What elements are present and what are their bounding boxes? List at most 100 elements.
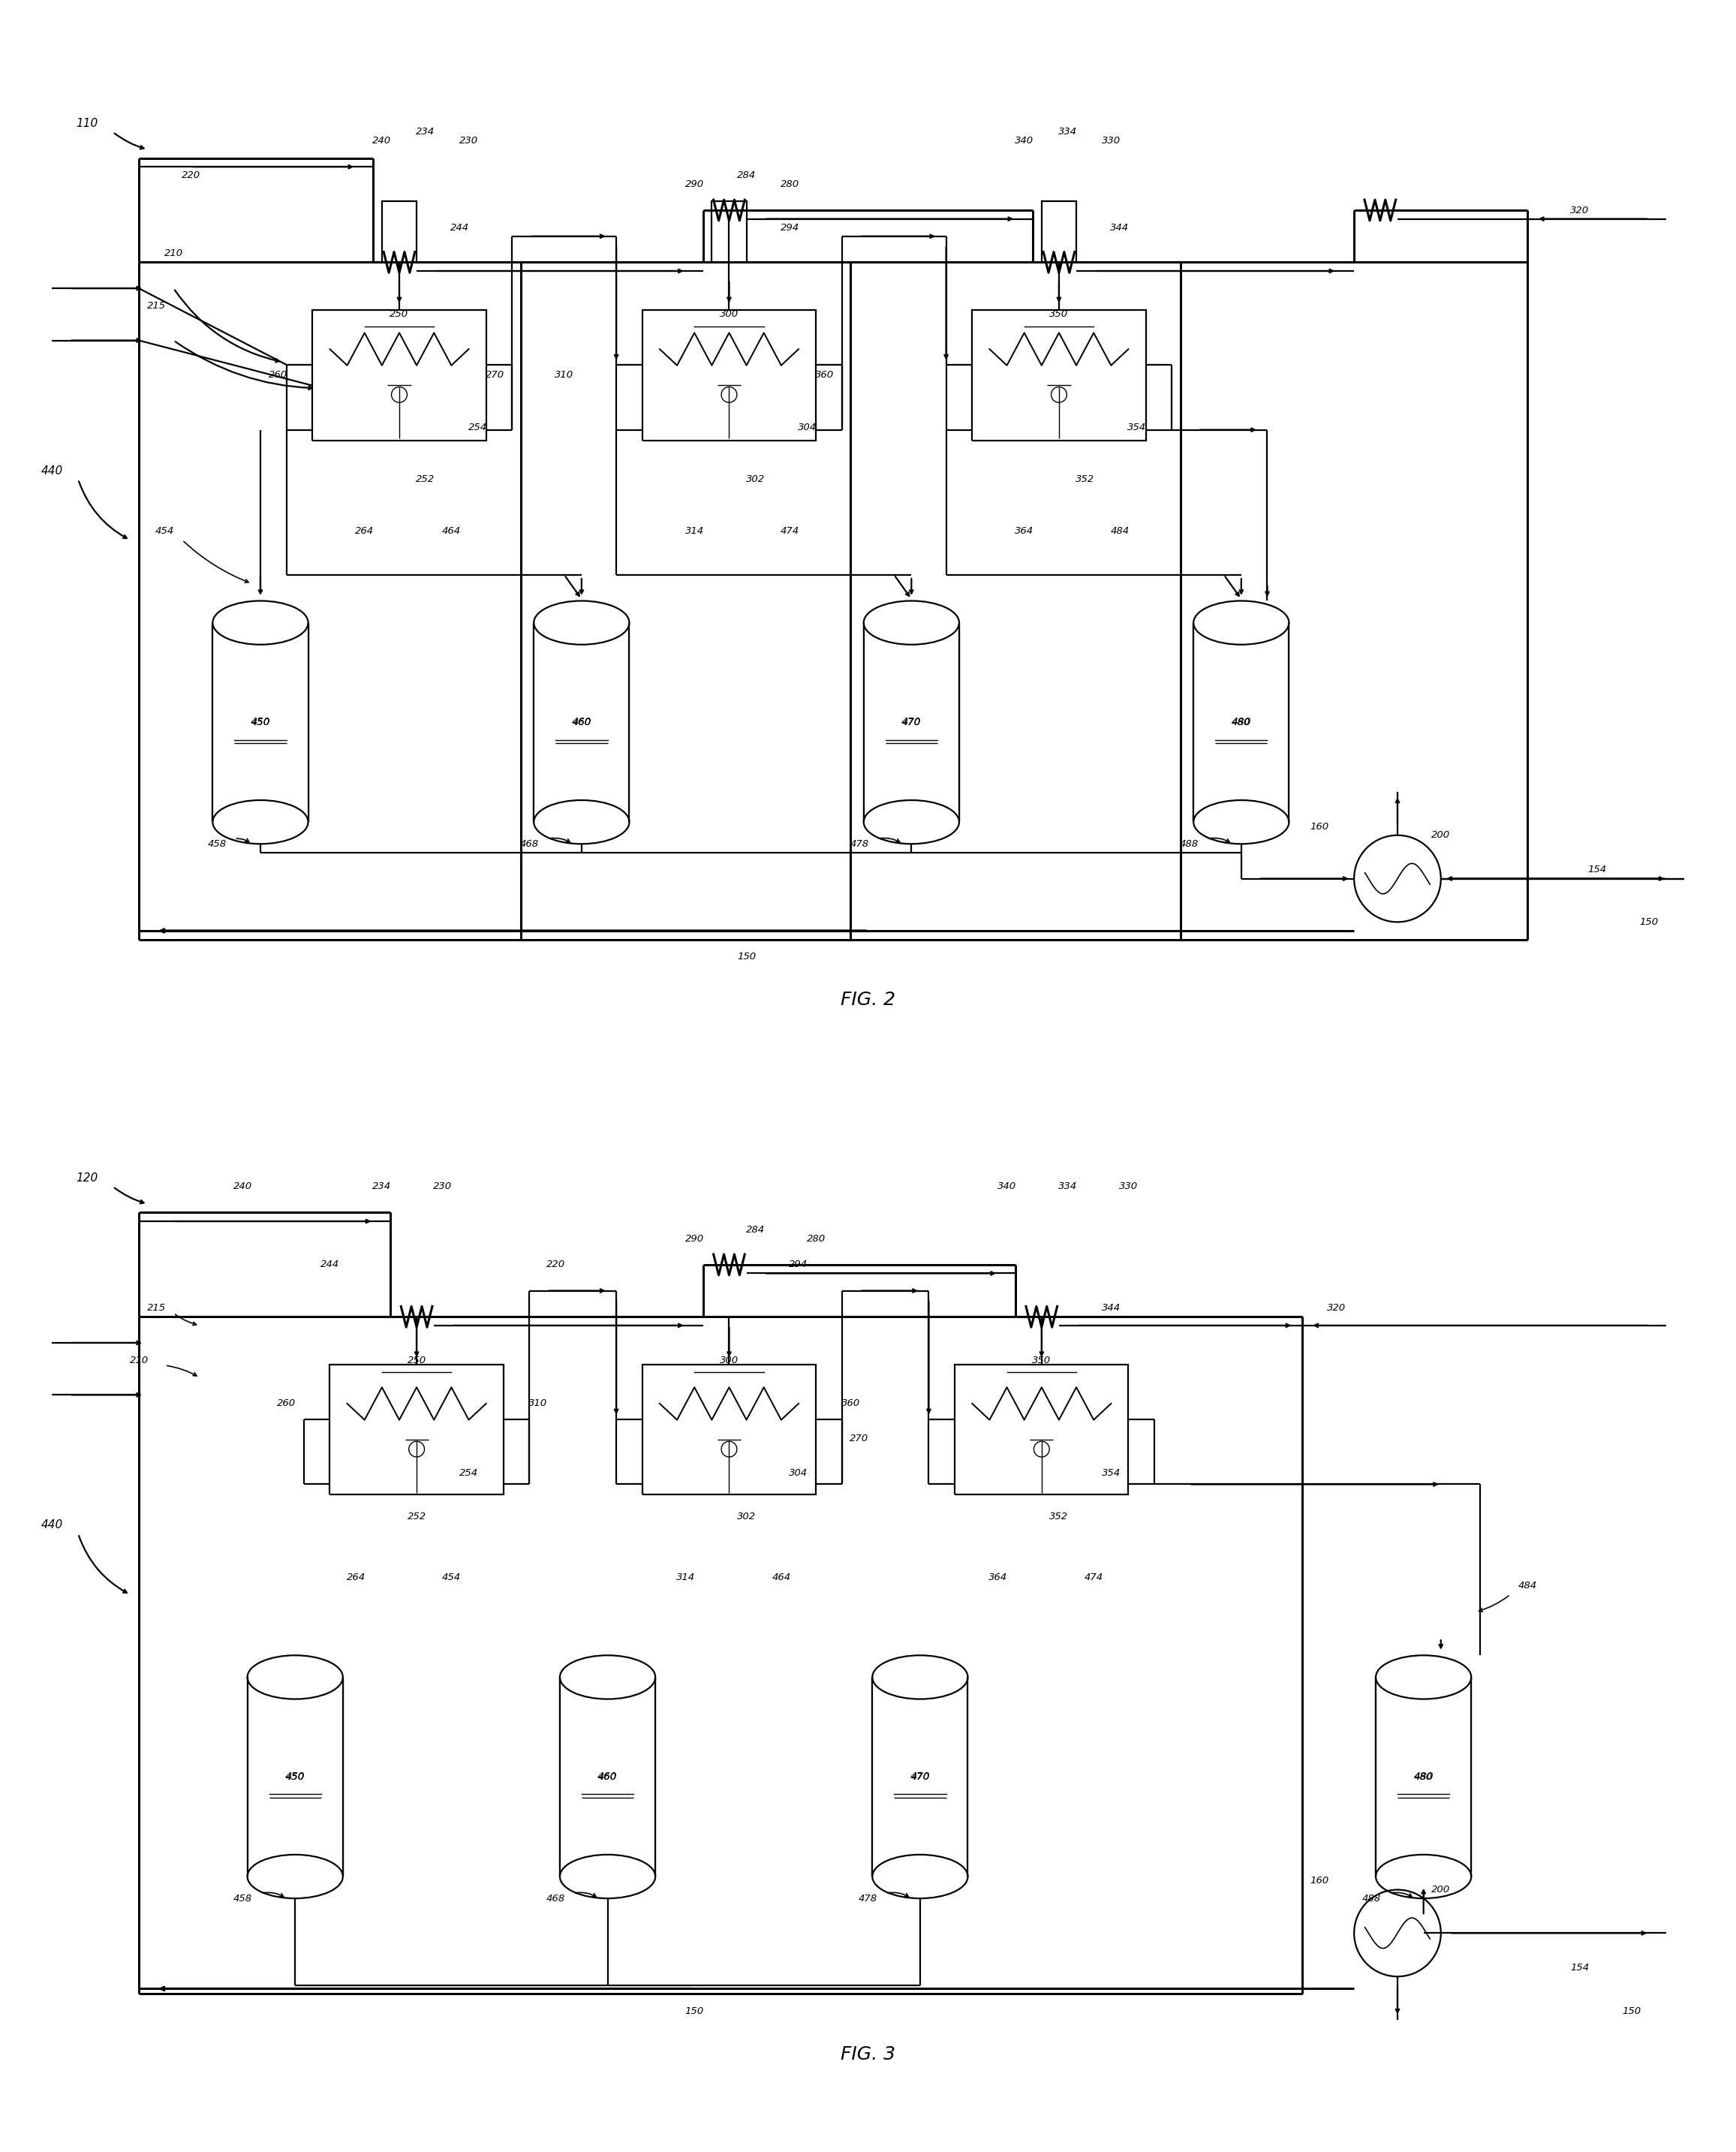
Text: 470: 470 xyxy=(901,717,922,727)
Text: FIG. 2: FIG. 2 xyxy=(840,992,896,1009)
Text: 352: 352 xyxy=(1076,473,1094,484)
Text: 450: 450 xyxy=(252,717,269,727)
Text: 350: 350 xyxy=(1050,310,1068,318)
Text: 468: 468 xyxy=(521,839,538,848)
Text: 254: 254 xyxy=(469,422,486,433)
Bar xyxy=(871,1676,969,1877)
Text: 304: 304 xyxy=(790,1468,807,1478)
Text: 360: 360 xyxy=(816,370,833,381)
Text: 440: 440 xyxy=(42,1519,62,1530)
Text: 244: 244 xyxy=(321,1259,339,1270)
Text: 244: 244 xyxy=(451,222,469,232)
Text: 478: 478 xyxy=(851,839,868,848)
Text: 220: 220 xyxy=(547,1259,564,1270)
Text: 464: 464 xyxy=(443,527,460,536)
Text: 234: 234 xyxy=(373,1181,391,1192)
Bar xyxy=(559,1676,656,1877)
Text: 300: 300 xyxy=(720,1356,738,1364)
Text: 300: 300 xyxy=(720,310,738,318)
Text: 294: 294 xyxy=(781,222,799,232)
Bar xyxy=(212,622,307,822)
Text: 450: 450 xyxy=(285,1771,306,1782)
Text: 150: 150 xyxy=(686,2006,703,2016)
Text: 284: 284 xyxy=(738,170,755,181)
Text: 460: 460 xyxy=(573,717,590,727)
Text: 310: 310 xyxy=(529,1399,547,1407)
Text: 460: 460 xyxy=(599,1771,616,1782)
Text: 264: 264 xyxy=(347,1573,365,1582)
Text: 460: 460 xyxy=(571,717,592,727)
Text: 454: 454 xyxy=(443,1573,460,1582)
Text: 252: 252 xyxy=(417,473,434,484)
Text: 480: 480 xyxy=(1415,1771,1432,1782)
Bar xyxy=(1375,1676,1470,1877)
Text: 290: 290 xyxy=(686,1233,703,1244)
Text: 200: 200 xyxy=(1432,831,1450,839)
Text: 304: 304 xyxy=(799,422,816,433)
Text: 474: 474 xyxy=(1085,1573,1102,1582)
Text: 160: 160 xyxy=(1311,1877,1328,1885)
Text: 150: 150 xyxy=(1641,917,1658,928)
Text: 230: 230 xyxy=(460,136,477,146)
Text: 240: 240 xyxy=(373,136,391,146)
Text: 310: 310 xyxy=(556,370,573,381)
Text: 250: 250 xyxy=(408,1356,425,1364)
Text: FIG. 3: FIG. 3 xyxy=(840,2047,896,2064)
Text: 474: 474 xyxy=(781,527,799,536)
Text: 280: 280 xyxy=(807,1233,825,1244)
Text: 260: 260 xyxy=(278,1399,295,1407)
Text: 440: 440 xyxy=(42,465,62,476)
Text: 200: 200 xyxy=(1432,1885,1450,1894)
Text: 120: 120 xyxy=(76,1173,97,1184)
Text: 150: 150 xyxy=(1623,2006,1641,2016)
Text: 488: 488 xyxy=(1363,1894,1380,1902)
Text: 484: 484 xyxy=(1111,527,1128,536)
Text: 154: 154 xyxy=(1571,1963,1588,1973)
Text: 320: 320 xyxy=(1328,1304,1345,1313)
Text: 470: 470 xyxy=(911,1771,929,1782)
Text: 334: 334 xyxy=(1059,127,1076,138)
Text: 352: 352 xyxy=(1050,1511,1068,1521)
Text: 458: 458 xyxy=(208,839,226,848)
Text: 270: 270 xyxy=(851,1433,868,1444)
Bar xyxy=(1194,622,1288,822)
Text: 240: 240 xyxy=(234,1181,252,1192)
Text: 364: 364 xyxy=(1016,527,1033,536)
Bar xyxy=(863,622,958,822)
Text: 160: 160 xyxy=(1311,822,1328,831)
Text: 302: 302 xyxy=(746,473,764,484)
Text: 468: 468 xyxy=(547,1894,564,1902)
Text: 350: 350 xyxy=(1033,1356,1050,1364)
Text: 210: 210 xyxy=(165,250,182,258)
Text: 480: 480 xyxy=(1233,717,1250,727)
Text: 344: 344 xyxy=(1102,1304,1120,1313)
Text: 454: 454 xyxy=(156,527,174,536)
Text: 234: 234 xyxy=(417,127,434,138)
Text: 215: 215 xyxy=(148,1304,165,1313)
Text: 340: 340 xyxy=(998,1181,1016,1192)
Text: 302: 302 xyxy=(738,1511,755,1521)
Text: 470: 470 xyxy=(903,717,920,727)
Text: 284: 284 xyxy=(746,1224,764,1235)
Text: 450: 450 xyxy=(286,1771,304,1782)
Text: 290: 290 xyxy=(686,179,703,189)
Text: 254: 254 xyxy=(460,1468,477,1478)
Text: 478: 478 xyxy=(859,1894,877,1902)
Bar xyxy=(247,1676,342,1877)
Text: 334: 334 xyxy=(1059,1181,1076,1192)
Text: 344: 344 xyxy=(1111,222,1128,232)
Text: 294: 294 xyxy=(790,1259,807,1270)
Text: 215: 215 xyxy=(148,301,165,310)
Text: 320: 320 xyxy=(1571,204,1588,215)
Text: 220: 220 xyxy=(182,170,200,181)
Text: 150: 150 xyxy=(738,951,755,962)
Text: 314: 314 xyxy=(677,1573,694,1582)
Text: 354: 354 xyxy=(1128,422,1146,433)
Text: 484: 484 xyxy=(1519,1582,1536,1590)
Text: 360: 360 xyxy=(842,1399,859,1407)
Text: 330: 330 xyxy=(1102,136,1120,146)
Text: 458: 458 xyxy=(234,1894,252,1902)
Text: 250: 250 xyxy=(391,310,408,318)
Text: 330: 330 xyxy=(1120,1181,1137,1192)
Bar xyxy=(533,622,628,822)
